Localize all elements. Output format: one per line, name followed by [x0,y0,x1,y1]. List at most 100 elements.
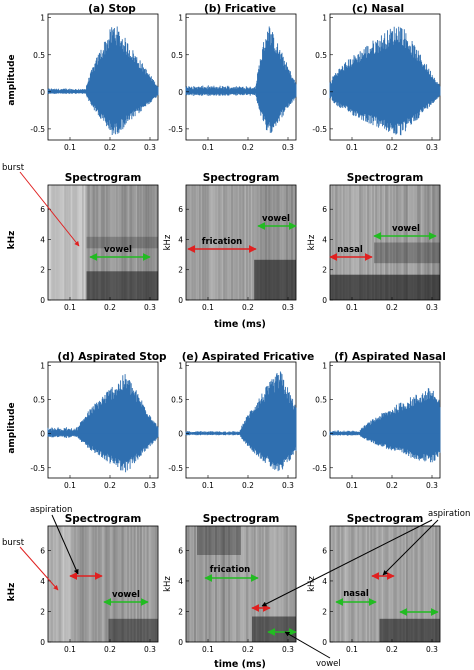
spectrogram-column [80,185,83,300]
spectrogram-column [59,185,62,300]
spectrogram-column [49,185,52,300]
y-tick-label: 6 [178,205,183,214]
y-tick-label: 0 [178,430,183,439]
spectrogram-column [56,526,58,642]
spectrogram-ylabel: kHz [307,576,317,592]
spectrogram-column [373,526,376,642]
spectrogram-column [391,185,394,300]
y-tick-label: 0.5 [171,396,183,405]
spectrogram-column [330,185,332,300]
spectrogram-column [386,185,389,300]
spectrogram-column [83,185,86,300]
spectrogram-column [292,185,295,300]
x-tick-label: 0.3 [426,143,438,152]
y-tick-label: 0 [40,430,45,439]
x-tick-label: 0.1 [202,481,214,490]
x-tick-label: 0.3 [282,303,294,312]
spectrogram-column [394,526,397,642]
spectrogram-column [189,526,192,642]
x-tick-label: 0.3 [426,481,438,490]
spectrogram-column [334,526,337,642]
y-tick-label: -0.5 [168,125,183,134]
title-e: (e) Aspirated Fricative [182,351,315,363]
spectrogram-column [401,526,404,642]
spectrogram-column [145,526,147,642]
spectrogram-column [250,526,253,642]
spectrogram-column [234,185,237,300]
spectrogram-column [54,526,57,642]
spectrogram-column [435,185,437,300]
spectrogram-column [75,526,78,642]
vowel-label-c: vowel [392,224,420,234]
spectrogram-column [391,526,394,642]
spectrogram-column [352,185,355,300]
y-tick-label: 6 [40,205,45,214]
spectrogram-column [117,185,120,300]
waveform-trace [185,26,297,133]
spectrogram-column [351,526,353,642]
formant-band [254,259,296,301]
spectrogram-column [375,526,378,642]
spectrogram-column [96,185,99,300]
spectrogram-column [271,185,274,300]
spectrogram-column [349,526,352,642]
y-tick-label: 2 [322,607,327,616]
spectrogram-column [57,526,60,642]
spectrogram-column [211,185,214,300]
spectrogram-column [433,185,436,300]
spectrogram-column [99,185,102,300]
spectrogram-column [195,185,198,300]
spectrogram-column [210,185,213,300]
spectrogram-column [125,526,128,642]
spectrogram-column [207,185,209,300]
spectrogram-column [249,526,251,642]
formant-band [86,236,158,249]
spectrogram-column [137,185,139,300]
spectrogram-column [101,526,104,642]
y-tick-label: -0.5 [30,125,45,134]
spectrogram-f: 0 2 4 6 0.1 0.2 0.3 Spectrogram kHz nasal [307,513,441,654]
spectrogram-column [111,526,113,642]
spectrogram-column [412,526,415,642]
spectrogram-column [253,526,256,642]
spectrogram-column [263,526,266,642]
spectrogram-column [281,185,284,300]
spectrogram-column [294,526,297,642]
spectrogram-column [192,526,195,642]
y-tick-label: 4 [178,577,183,586]
spectrogram-column [231,526,234,642]
axes-box [185,525,297,643]
spectrogram-column [77,526,79,642]
spectrogram-column [397,185,400,300]
y-tick-label: 6 [322,546,327,555]
spectrogram-column [120,526,123,642]
spectrogram-column [132,526,134,642]
x-tick-label: 0.2 [386,143,398,152]
spectrogram-column [49,526,52,642]
spectrogram-column [54,185,57,300]
x-tick-label: 0.3 [144,481,156,490]
spectrogram-column [141,185,144,300]
spectrogram-column [216,526,219,642]
spectrogram-column [223,185,226,300]
y-tick-label: 2 [178,607,183,616]
spectrogram-column [112,185,115,300]
spectrogram-column [52,526,55,642]
spectrogram-column [202,526,205,642]
spectrogram-column [140,185,143,300]
y-tick-label: 6 [40,546,45,555]
y-tick-label: 0 [322,638,327,647]
x-tick-label: 0.2 [104,143,116,152]
y-tick-label: 0.5 [33,396,45,405]
spectrogram-column [383,526,386,642]
x-tick-label: 0.3 [144,645,156,654]
spectrogram-column [51,185,54,300]
y-tick-label: 4 [40,235,45,244]
y-tick-label: 1 [322,14,327,23]
spectrogram-column [271,526,274,642]
y-tick-label: 0 [322,296,327,305]
spectrogram-column [119,185,122,300]
waveform-c: 1 0.5 0 -0.5 0.1 0.2 0.3 [312,13,441,152]
x-tick-label: 0.1 [64,143,76,152]
spectrogram-column [265,185,268,300]
